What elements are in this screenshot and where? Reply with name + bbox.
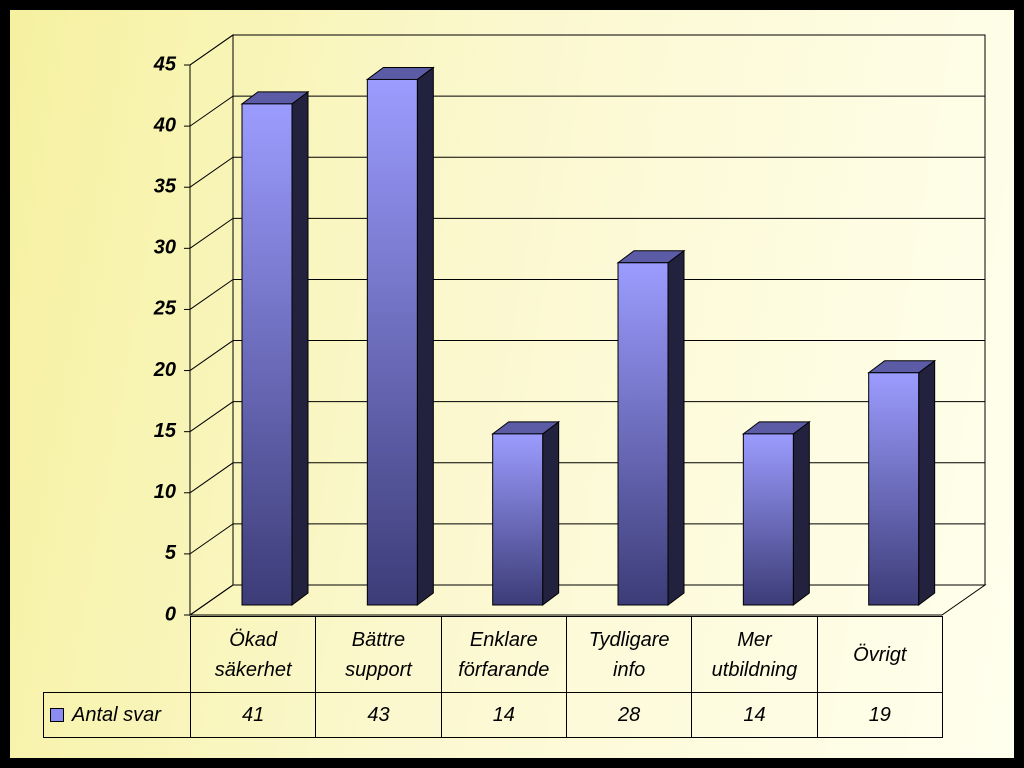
- bar-side: [416, 66, 434, 606]
- data-cell: 28: [566, 692, 693, 738]
- data-cell-text: 14: [492, 704, 515, 726]
- x-tick-label-text: Bättre support: [345, 628, 412, 681]
- bar: [366, 78, 418, 606]
- y-tick-label: 25: [153, 298, 177, 320]
- x-tick-label: Bättre support: [315, 616, 442, 693]
- bar-side: [291, 90, 309, 606]
- x-tick-label: Enklare förfarande: [440, 616, 567, 693]
- x-tick-label: Ökad säkerhet: [190, 616, 317, 693]
- grid-line: [189, 95, 985, 127]
- legend-swatch: [50, 708, 64, 722]
- bar-side: [918, 359, 936, 606]
- bar-side: [792, 420, 810, 606]
- bar: [868, 372, 920, 606]
- y-tick-label: 40: [153, 114, 176, 136]
- y-tick-label: 45: [153, 53, 177, 75]
- data-cell-text: 19: [868, 704, 891, 726]
- grid-line: [189, 278, 985, 310]
- x-tick-label: Övrigt: [816, 616, 943, 693]
- chart-background: [10, 10, 1014, 758]
- y-tick-label: 5: [165, 542, 177, 564]
- grid-line: [189, 462, 985, 494]
- data-cell: 41: [190, 692, 317, 738]
- bar: [617, 262, 669, 606]
- y-tick-label: 10: [154, 481, 176, 503]
- data-cell-text: 41: [242, 704, 265, 726]
- data-cell: 14: [691, 692, 818, 738]
- y-tick-label: 20: [153, 359, 176, 381]
- x-tick-label-text: Övrigt: [853, 643, 907, 666]
- data-cell-text: 43: [367, 704, 390, 726]
- x-tick-label-text: Enklare förfarande: [458, 628, 550, 681]
- bar: [742, 433, 794, 606]
- data-cell-text: 14: [743, 704, 766, 726]
- bar-side: [667, 249, 685, 606]
- y-tick-label: 35: [154, 176, 177, 198]
- grid-line: [189, 34, 985, 66]
- data-cell: 19: [816, 692, 943, 738]
- x-tick-label-text: Tydligare info: [588, 628, 670, 681]
- data-cell-text: 28: [618, 704, 641, 726]
- y-tick-label: 30: [154, 237, 176, 259]
- grid-line: [189, 217, 985, 249]
- legend-label: Antal svar: [72, 704, 161, 726]
- y-tick-label: 15: [154, 420, 177, 442]
- grid-line: [189, 401, 985, 433]
- y-tick-label: 0: [165, 603, 176, 625]
- data-cell: 14: [440, 692, 567, 738]
- grid-line: [189, 340, 985, 371]
- x-tick-label: Mer utbildning: [691, 616, 818, 693]
- grid-line: [189, 523, 985, 555]
- floor: [188, 584, 987, 616]
- x-tick-label-text: Mer utbildning: [711, 628, 798, 681]
- bar: [241, 103, 293, 606]
- x-tick-label-text: Ökad säkerhet: [214, 628, 292, 681]
- bar-side: [542, 420, 560, 606]
- bar: [492, 433, 544, 606]
- data-cell: 43: [315, 692, 442, 738]
- x-tick-label: Tydligare info: [566, 616, 693, 693]
- grid-line: [189, 156, 985, 188]
- legend: Antal svar: [43, 692, 191, 738]
- grid-line: [189, 584, 985, 616]
